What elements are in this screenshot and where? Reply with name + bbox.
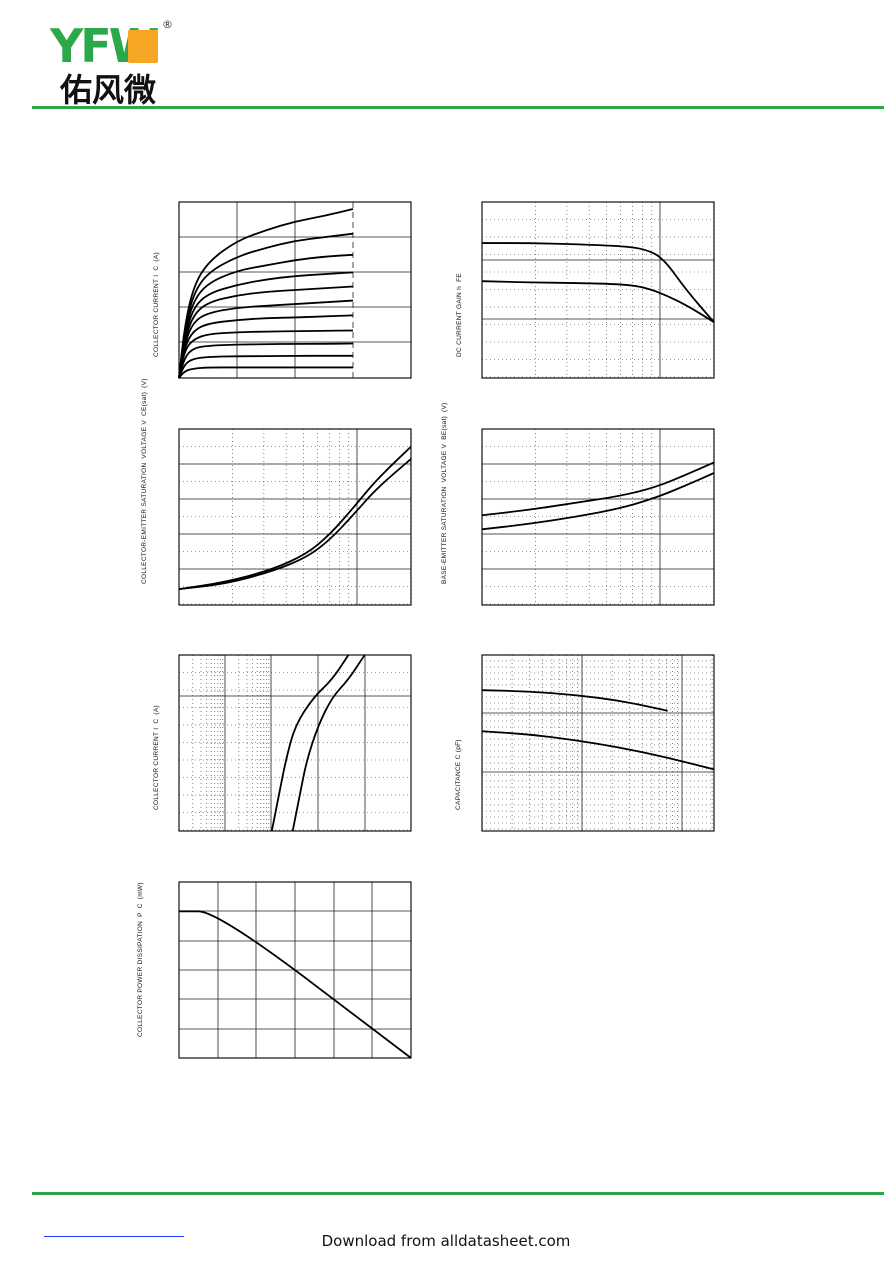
chart-c7 bbox=[178, 881, 412, 1059]
chart-c3 bbox=[178, 428, 412, 606]
series-line-1 bbox=[481, 461, 715, 517]
plot-frame bbox=[481, 654, 715, 832]
series-line-9 bbox=[178, 342, 354, 379]
chart-c4 bbox=[481, 428, 715, 606]
series-line-2 bbox=[481, 280, 715, 324]
y-axis-label-part: (V) bbox=[141, 378, 148, 388]
series-line-2 bbox=[481, 730, 715, 771]
y-axis-label: COLLECTOR CURRENT I C (A) bbox=[152, 705, 161, 810]
series-line-1 bbox=[178, 445, 412, 591]
y-axis-label-part: (A) bbox=[153, 705, 160, 715]
y-axis-label-part: CAPACITANCE C (pF) bbox=[455, 739, 462, 810]
chart-c1 bbox=[178, 201, 412, 379]
registered-mark: ® bbox=[162, 18, 173, 31]
y-axis-label-part: P bbox=[137, 912, 144, 917]
plot-frame bbox=[481, 428, 715, 606]
series-line-5 bbox=[178, 285, 354, 379]
y-axis-label: BASE-EMITTER SATURATION VOLTAGE V BE(sat) (… bbox=[440, 402, 449, 584]
series-line-1 bbox=[270, 654, 350, 832]
chart-c2 bbox=[481, 201, 715, 379]
y-axis-label-part: COLLECTOR CURRENT I bbox=[153, 727, 160, 810]
footer-download-text: Download from alldatasheet.com bbox=[321, 1232, 571, 1250]
y-axis-label: COLLECTOR-EMITTER SATURATION VOLTAGE V CE(… bbox=[140, 378, 149, 584]
y-axis-label-part: VOLTAGE V bbox=[441, 443, 448, 483]
series-line-1 bbox=[482, 242, 715, 323]
series-line-2 bbox=[291, 654, 366, 832]
y-axis-label-part: VOLTAGE V bbox=[141, 419, 148, 459]
plot-frame bbox=[481, 201, 715, 379]
y-axis-label-part: (mW) bbox=[137, 882, 144, 900]
footer-link[interactable] bbox=[44, 1222, 184, 1237]
y-axis-label-part: BE(sat) bbox=[441, 415, 448, 440]
logo-accent-block bbox=[128, 30, 158, 63]
y-axis-label: COLLECTOR CURRENT I C (A) bbox=[152, 252, 161, 357]
plot-frame bbox=[178, 428, 412, 606]
y-axis-label-part: (V) bbox=[441, 402, 448, 412]
chart-c5 bbox=[178, 654, 412, 832]
y-axis-label-part: COLLECTOR POWER DISSIPATION bbox=[137, 920, 144, 1037]
series-line-11 bbox=[178, 366, 354, 379]
series-line-2 bbox=[481, 472, 715, 531]
y-axis-label-part: DC CURRENT GAIN h bbox=[456, 285, 463, 357]
y-axis-label-part: COLLECTOR-EMITTER SATURATION bbox=[141, 462, 148, 584]
series-line-8 bbox=[178, 329, 354, 379]
y-axis-label-part: C bbox=[153, 718, 160, 724]
plot-frame bbox=[178, 201, 412, 379]
y-axis-label-part: C bbox=[153, 265, 160, 271]
series-line-1 bbox=[179, 910, 412, 1059]
logo-chinese: 佑风微 bbox=[59, 71, 156, 106]
series-line-6 bbox=[178, 299, 354, 379]
series-line-10 bbox=[178, 354, 353, 379]
series-line-7 bbox=[178, 314, 354, 379]
y-axis-label-part: BASE-EMITTER SATURATION bbox=[441, 486, 448, 584]
plot-frame bbox=[178, 654, 412, 832]
y-axis-label-part: CE(sat) bbox=[141, 391, 148, 416]
series-line-1 bbox=[178, 208, 354, 379]
y-axis-label: DC CURRENT GAIN h FE bbox=[455, 273, 464, 357]
footer-rule bbox=[32, 1192, 884, 1195]
header-rule bbox=[32, 106, 884, 109]
y-axis-label: CAPACITANCE C (pF) bbox=[454, 739, 463, 810]
series-line-1 bbox=[481, 689, 668, 712]
plot-frame bbox=[178, 881, 412, 1059]
chart-c6 bbox=[481, 654, 715, 832]
y-axis-label: COLLECTOR POWER DISSIPATION PC (mW) bbox=[136, 882, 145, 1037]
yfw-logo-graphic: YFW 佑风微 ® bbox=[49, 18, 173, 109]
y-axis-label-part: COLLECTOR CURRENT I bbox=[153, 274, 160, 357]
y-axis-label-part: (A) bbox=[153, 252, 160, 262]
y-axis-label-part: C bbox=[137, 903, 144, 909]
brand-logo: YFW 佑风微 ® bbox=[49, 18, 180, 109]
series-line-2 bbox=[178, 458, 412, 591]
y-axis-label-part: FE bbox=[456, 273, 463, 282]
